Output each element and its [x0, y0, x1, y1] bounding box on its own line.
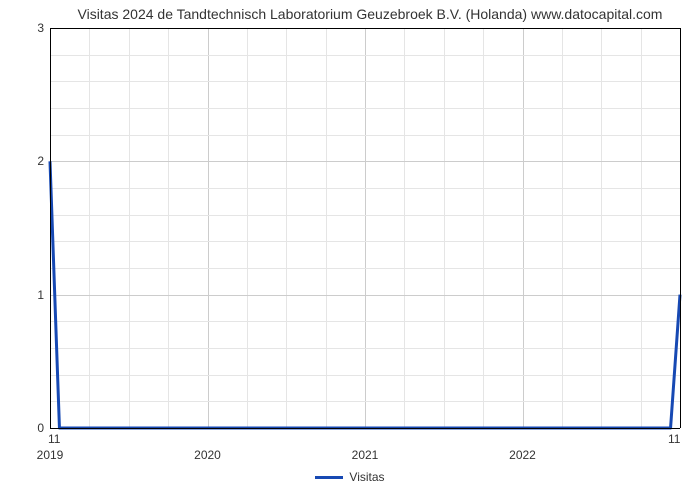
edge-label-left: 11: [48, 432, 60, 446]
legend-label: Visitas: [349, 470, 384, 484]
visits-chart: Visitas 2024 de Tandtechnisch Laboratori…: [0, 0, 700, 500]
line-series: [0, 0, 700, 500]
legend-swatch: [315, 476, 343, 479]
edge-label-right: 11: [668, 432, 680, 446]
legend: Visitas: [0, 470, 700, 484]
